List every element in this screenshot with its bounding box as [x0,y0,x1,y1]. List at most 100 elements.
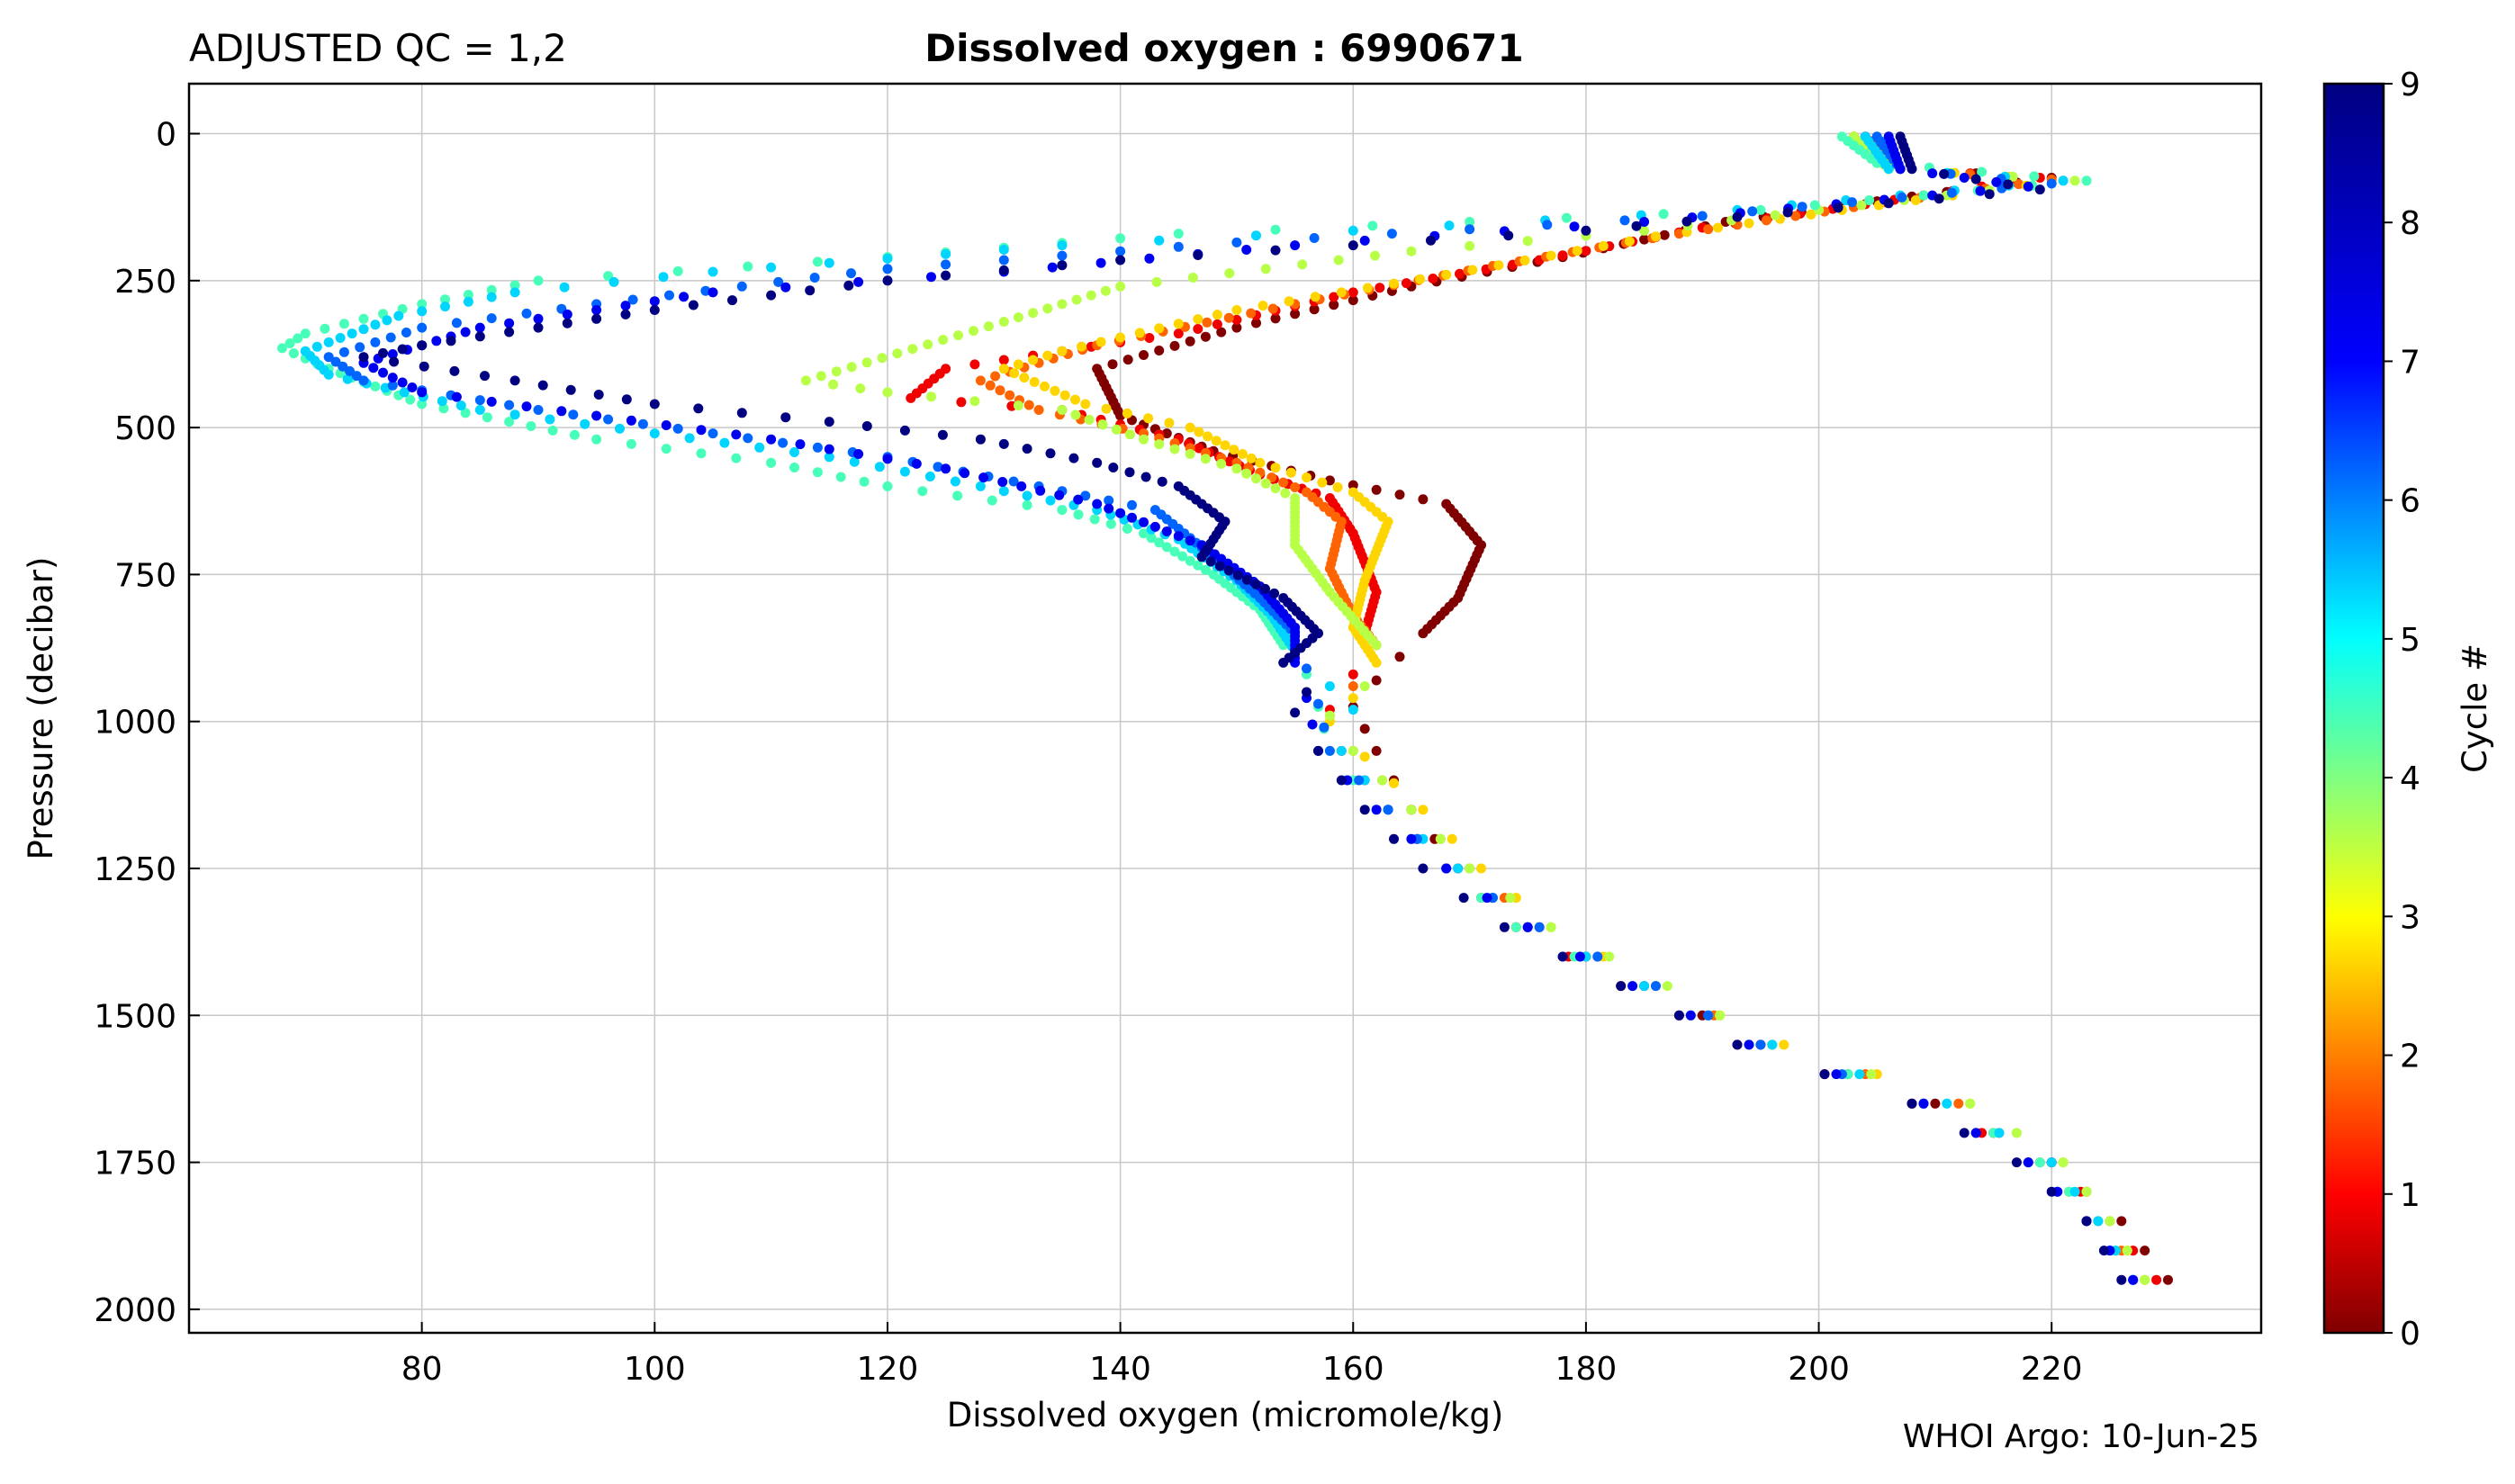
data-point [736,408,747,418]
data-point [812,442,823,453]
data-point [1270,483,1281,494]
data-point [1101,403,1112,414]
colorbar-tick-label: 2 [2400,1039,2420,1075]
data-point [708,266,718,277]
data-point [1598,240,1609,251]
data-point [1107,359,1118,370]
data-point [568,409,579,420]
data-point [399,387,410,398]
data-point [358,313,369,324]
data-point [1918,190,1929,201]
data-point [627,294,638,305]
data-point [504,417,515,427]
data-point [1073,494,1084,505]
data-point [1173,319,1184,329]
data-point [1406,246,1417,256]
data-point [1389,778,1399,788]
data-point [1348,240,1358,251]
x-tick-label: 100 [624,1351,686,1388]
data-point [1546,250,1556,261]
data-point [417,306,428,317]
data-point [1639,234,1650,245]
data-point [1092,499,1103,509]
data-point [417,322,428,333]
data-point [2034,1157,2045,1168]
data-point [1173,229,1184,239]
data-point [1140,472,1151,482]
data-point [1581,225,1591,236]
data-point [378,347,388,358]
data-point [1970,174,1981,184]
data-point [2151,1274,2162,1285]
data-point [1302,663,1312,674]
data-point [1193,560,1203,571]
data-point [1561,212,1572,223]
data-point [1324,710,1335,721]
data-point [1022,499,1032,510]
data-point [1854,1069,1865,1080]
data-point [672,265,683,276]
data-point [688,300,699,310]
data-point [1290,309,1301,319]
data-point [1255,457,1266,468]
data-point [1604,951,1615,962]
data-point [1624,236,1635,247]
data-point [1005,390,1015,400]
data-point [482,412,492,423]
colorbar-ticks: 0 1 2 3 4 5 6 7 8 9 [2384,67,2420,1353]
data-point [998,317,1009,327]
data-point [1806,209,1816,220]
data-point [451,391,462,402]
data-point [431,336,442,346]
data-point [1231,314,1242,325]
data-point [1895,164,1906,175]
data-point [731,429,742,440]
data-point [809,273,820,283]
data-point [358,375,369,386]
colorbar-tick-label: 3 [2400,899,2420,936]
data-point [1359,751,1370,762]
data-point [1970,1128,1981,1138]
x-axis-label: Dissolved oxygen (micromole/kg) [947,1396,1504,1435]
data-point [882,253,893,264]
data-point [1324,745,1335,756]
data-point [1977,166,1988,177]
data-point [387,373,398,383]
data-point [637,418,648,429]
data-point [1095,257,1106,268]
data-point [320,323,330,334]
data-point [1115,332,1126,343]
data-point [1348,681,1358,691]
data-point [861,421,872,431]
data-point [1122,408,1132,418]
data-point [1173,328,1184,339]
data-point [1713,222,1723,233]
data-point [1319,722,1330,733]
data-point [1157,476,1167,487]
data-point [1362,283,1373,293]
data-point [1019,373,1030,383]
data-point [1040,381,1050,391]
data-point [1154,235,1165,246]
colorbar-tick-label: 8 [2400,205,2420,242]
data-point [998,438,1009,449]
data-point [1755,204,1766,215]
data-point [2011,1128,2022,1138]
data-point [1212,319,1222,329]
data-point [1267,303,1278,314]
data-point [417,299,428,310]
data-point [1057,250,1068,261]
data-point [960,468,970,479]
data-point [953,330,963,341]
data-point [1154,323,1165,334]
data-point [975,375,986,386]
data-point [1241,574,1252,585]
data-point [812,467,823,478]
data-point [405,394,416,405]
data-point [1310,292,1321,302]
data-point [1194,427,1204,437]
data-point [950,476,960,487]
data-point [2081,1186,2092,1197]
data-point [533,275,544,286]
data-point [1057,405,1068,415]
